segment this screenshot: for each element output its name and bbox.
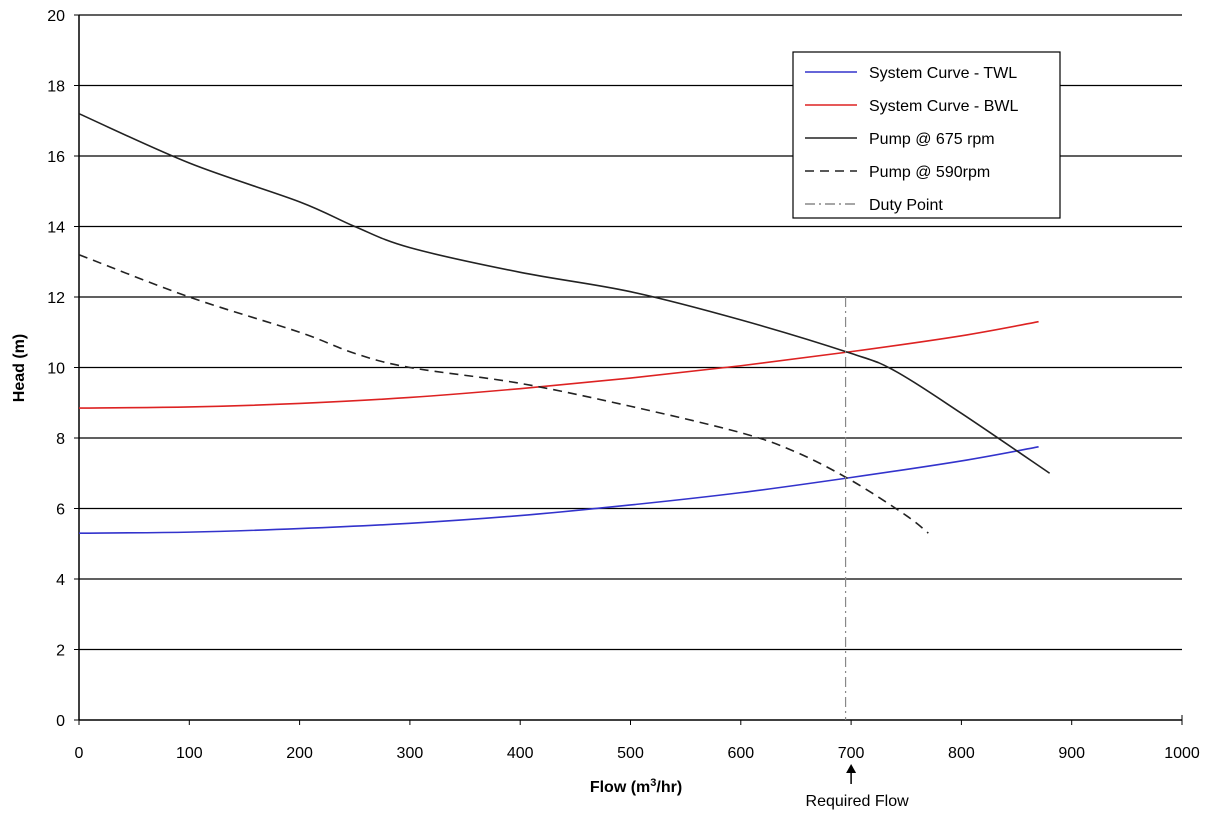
- y-tick-label-4: 8: [56, 431, 65, 448]
- required-flow-annotation: Required Flow: [806, 764, 910, 810]
- x-tick-label-7: 700: [838, 745, 865, 762]
- y-tick-label-9: 18: [47, 79, 65, 96]
- series-line-3: [78, 253, 929, 534]
- x-tick-label-4: 400: [507, 745, 534, 762]
- legend-label-4: Duty Point: [869, 197, 943, 214]
- x-tick-label-8: 800: [948, 745, 975, 762]
- series-line-2: [78, 112, 1051, 474]
- y-tick-label-8: 16: [47, 149, 65, 166]
- legend-label-1: System Curve - BWL: [869, 98, 1018, 115]
- y-tick-label-3: 6: [56, 502, 65, 519]
- x-tick-label-9: 900: [1058, 745, 1085, 762]
- x-axis-title-prefix: Flow (m: [590, 779, 650, 796]
- legend-label-2: Pump @ 675 rpm: [869, 131, 995, 148]
- legend-label-0: System Curve - TWL: [869, 65, 1017, 82]
- y-tick-label-5: 10: [47, 361, 65, 378]
- x-axis-title: Flow (m3/hr): [590, 777, 682, 796]
- x-tick-label-3: 300: [397, 745, 424, 762]
- x-tick-label-0: 0: [75, 745, 84, 762]
- x-tick-labels: 0 100 200 300 400 500 600 700 800 900 1000: [75, 720, 1200, 762]
- required-flow-label: Required Flow: [806, 793, 910, 810]
- x-tick-label-2: 200: [286, 745, 313, 762]
- x-tick-label-6: 600: [727, 745, 754, 762]
- x-axis-title-sup: 3: [650, 777, 656, 789]
- series-line-0: [78, 446, 1039, 534]
- legend-label-3: Pump @ 590rpm: [869, 164, 990, 181]
- grid-lines: [79, 14, 1182, 651]
- y-tick-label-0: 0: [56, 713, 65, 730]
- legend-box: [792, 51, 1061, 219]
- series-lines: [78, 112, 1051, 534]
- y-tick-labels: 0 2 4 6 8 10 12 14 16 18 20: [47, 8, 79, 730]
- y-tick-label-7: 14: [47, 220, 65, 237]
- arrow-up-icon: [846, 764, 857, 773]
- x-tick-label-5: 500: [617, 745, 644, 762]
- x-tick-label-10: 1000: [1164, 745, 1200, 762]
- y-tick-label-6: 12: [47, 290, 65, 307]
- series-line-1: [78, 320, 1039, 409]
- legend: System Curve - TWL System Curve - BWL Pump…: [792, 51, 1061, 219]
- y-tick-label-1: 2: [56, 643, 65, 660]
- x-tick-label-1: 100: [176, 745, 203, 762]
- x-axis-title-suffix: /hr): [656, 779, 682, 796]
- y-tick-label-10: 20: [47, 8, 65, 25]
- y-axis-title: Head (m): [11, 334, 28, 402]
- y-tick-label-2: 4: [56, 572, 65, 589]
